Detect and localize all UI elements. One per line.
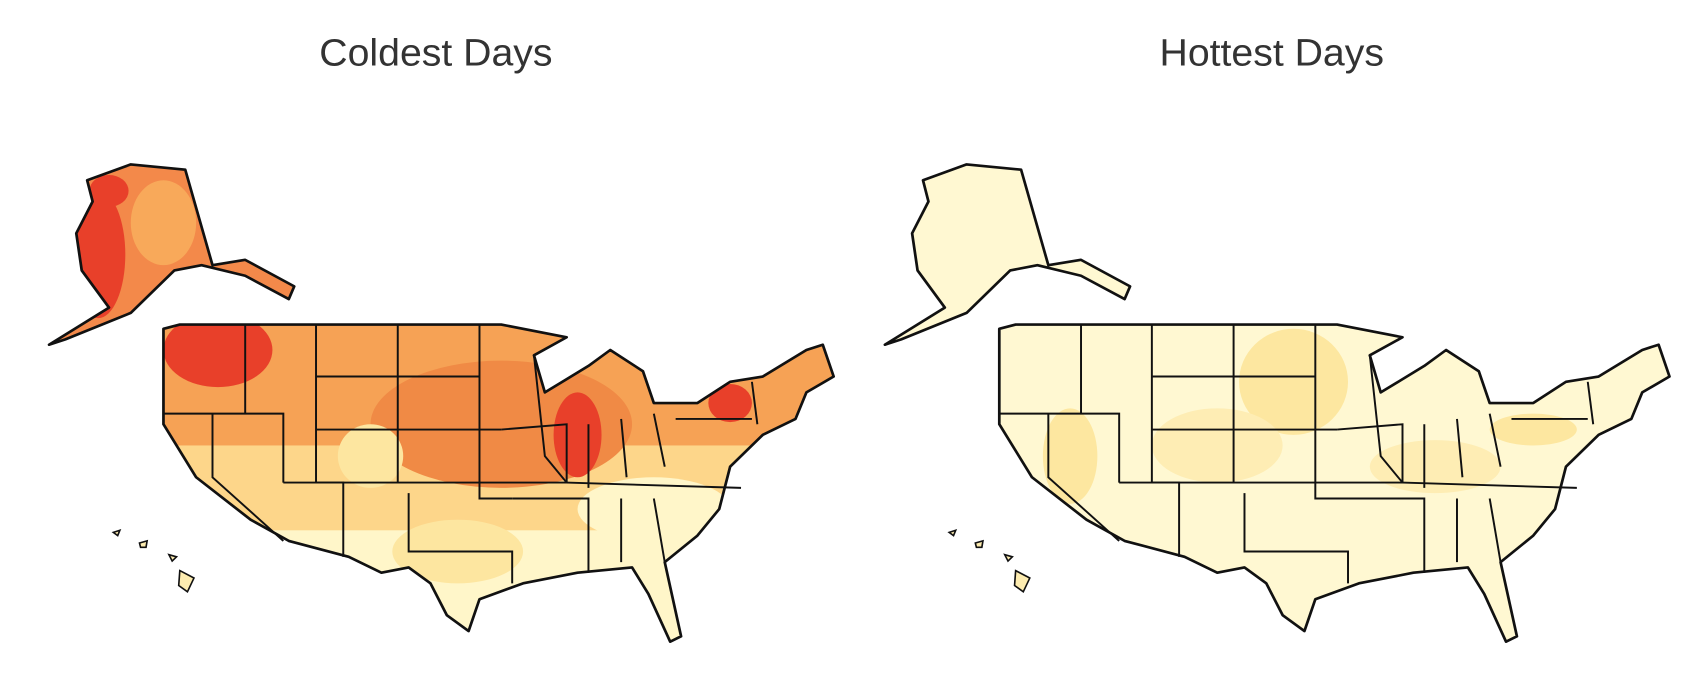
map-coldest: [47, 163, 836, 644]
map-title: Hottest Days: [1160, 32, 1384, 74]
map-hottest: [883, 163, 1671, 644]
alaska-fill: [49, 164, 295, 345]
alaska-fill: [884, 164, 1131, 345]
hawaii: [947, 529, 1031, 594]
map-title: Coldest Days: [319, 32, 552, 74]
hawaii: [111, 529, 196, 594]
us-fill: [163, 324, 834, 642]
